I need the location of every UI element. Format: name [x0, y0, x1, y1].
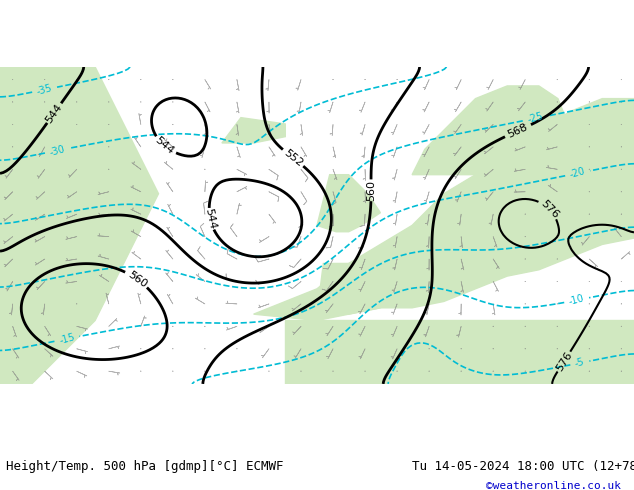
Text: Height/Temp. 500 hPa [gdmp][°C] ECMWF: Height/Temp. 500 hPa [gdmp][°C] ECMWF	[6, 460, 284, 473]
Text: 560: 560	[366, 180, 376, 201]
Polygon shape	[222, 118, 285, 143]
Text: 576: 576	[554, 350, 574, 373]
Text: 576: 576	[538, 198, 560, 220]
Text: -20: -20	[569, 166, 586, 180]
Text: -30: -30	[48, 144, 67, 157]
Text: -35: -35	[36, 83, 54, 97]
Polygon shape	[0, 67, 158, 384]
Text: 544: 544	[203, 207, 217, 230]
Text: -5: -5	[574, 357, 586, 369]
Text: -25: -25	[526, 111, 545, 125]
Text: 544: 544	[44, 101, 65, 124]
Polygon shape	[412, 86, 571, 174]
Text: ©weatheronline.co.uk: ©weatheronline.co.uk	[486, 481, 621, 490]
Text: 552: 552	[281, 147, 304, 169]
Polygon shape	[317, 174, 380, 232]
Text: 560: 560	[126, 269, 148, 289]
Polygon shape	[254, 98, 634, 320]
Text: Tu 14-05-2024 18:00 UTC (12+78): Tu 14-05-2024 18:00 UTC (12+78)	[412, 460, 634, 473]
Text: -15: -15	[58, 332, 76, 346]
Text: -10: -10	[567, 294, 586, 307]
Text: 544: 544	[153, 135, 176, 156]
Polygon shape	[285, 320, 634, 384]
Text: 568: 568	[507, 122, 529, 140]
Polygon shape	[317, 264, 412, 314]
